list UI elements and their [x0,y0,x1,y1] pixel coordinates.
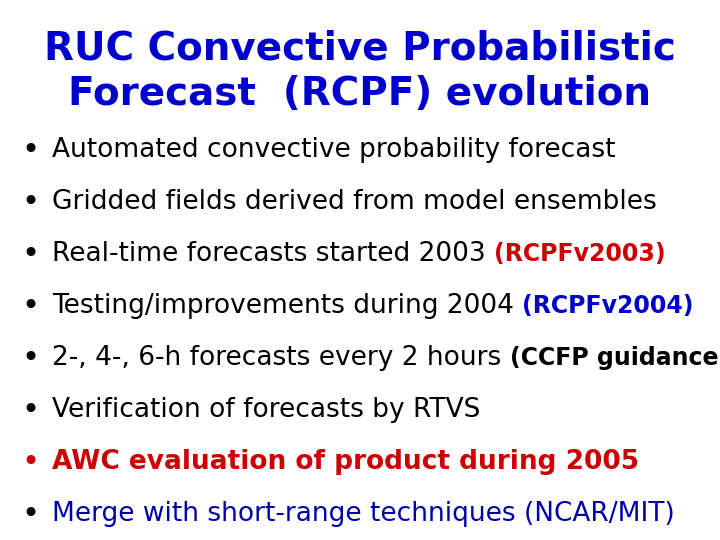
Text: Merge with short-range techniques (NCAR/MIT): Merge with short-range techniques (NCAR/… [52,501,675,527]
Text: Automated convective probability forecast: Automated convective probability forecas… [52,137,616,163]
Text: •: • [21,395,39,424]
Text: •: • [21,187,39,217]
Text: Verification of forecasts by RTVS: Verification of forecasts by RTVS [52,397,480,423]
Text: (RCPFv2004): (RCPFv2004) [522,294,694,318]
Text: •: • [21,240,39,268]
Text: •: • [21,500,39,529]
Text: •: • [21,292,39,321]
Text: •: • [21,343,39,373]
Text: AWC evaluation of product during 2005: AWC evaluation of product during 2005 [52,449,639,475]
Text: Gridded fields derived from model ensembles: Gridded fields derived from model ensemb… [52,189,657,215]
Text: (RCPFv2003): (RCPFv2003) [494,242,665,266]
Text: RUC Convective Probabilistic
Forecast  (RCPF) evolution: RUC Convective Probabilistic Forecast (R… [44,30,676,113]
Text: Testing/improvements during 2004: Testing/improvements during 2004 [52,293,522,319]
Text: 2-, 4-, 6-h forecasts every 2 hours: 2-, 4-, 6-h forecasts every 2 hours [52,345,510,371]
Text: •: • [21,448,39,476]
Text: (CCFP guidance): (CCFP guidance) [510,346,720,370]
Text: •: • [21,136,39,165]
Text: Real-time forecasts started 2003: Real-time forecasts started 2003 [52,241,494,267]
